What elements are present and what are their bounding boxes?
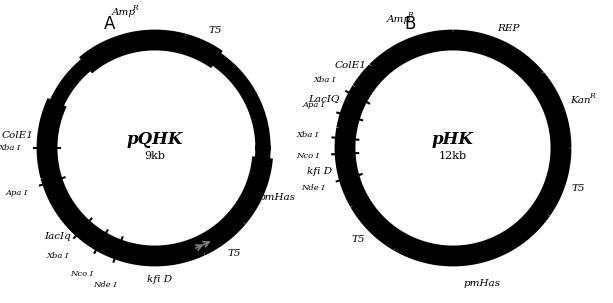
Text: kfi D: kfi D [308,167,333,176]
Text: Apa I: Apa I [6,189,28,197]
Text: Amp: Amp [112,8,136,17]
Text: Nco I: Nco I [296,152,319,160]
Text: Nde I: Nde I [93,281,117,289]
Text: Kan: Kan [571,96,591,105]
Text: kfi D: kfi D [147,275,172,284]
Text: B: B [405,15,416,33]
Text: pQHK: pQHK [127,132,183,148]
Text: T5: T5 [208,26,221,35]
Text: REP: REP [497,24,520,33]
Text: R: R [589,92,595,100]
Text: Xba I: Xba I [313,75,335,84]
Text: A: A [104,15,116,33]
Text: T5: T5 [571,184,585,193]
Text: ColE1: ColE1 [1,132,33,141]
Polygon shape [209,54,226,66]
Polygon shape [354,193,364,211]
Text: T5: T5 [351,235,365,244]
Bar [357,86,367,96]
Text: pmHas: pmHas [259,193,295,202]
Text: Xba I: Xba I [47,252,69,260]
Text: Nde I: Nde I [301,184,325,192]
Polygon shape [535,202,547,219]
Text: Xba I: Xba I [297,131,319,139]
Text: pHK: pHK [432,132,474,148]
Text: ColE1: ColE1 [335,61,367,70]
Text: Amp: Amp [387,15,411,24]
Text: 9kb: 9kb [145,151,166,161]
Text: 12kb: 12kb [439,151,467,161]
Text: R: R [408,11,413,19]
Bar [42,139,52,149]
Text: LacIQ: LacIQ [308,94,340,103]
Text: IacIq: IacIq [44,232,70,241]
Text: pmHas: pmHas [463,279,500,288]
Text: T5: T5 [227,249,241,258]
Text: Apa I: Apa I [302,102,325,109]
Text: Nco I: Nco I [70,270,94,278]
Text: R: R [132,4,138,12]
Text: Xba I: Xba I [0,144,20,152]
Polygon shape [173,41,193,46]
